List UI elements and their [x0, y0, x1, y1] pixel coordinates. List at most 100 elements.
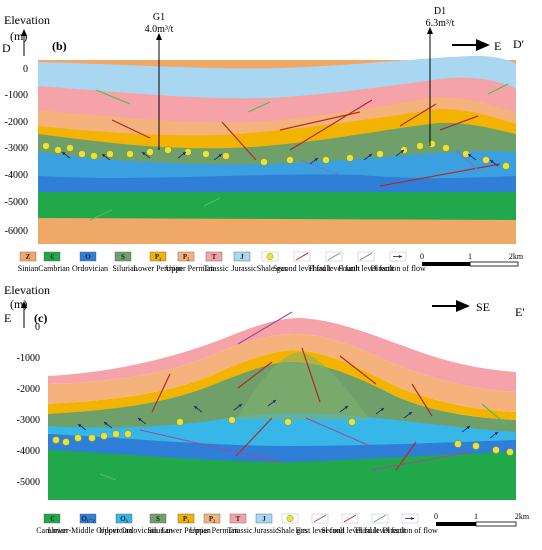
well-g1-value: 4.0m³/t [145, 24, 174, 35]
layer-lower-permian [38, 109, 516, 149]
flow-arrow [193, 405, 203, 413]
flow-arrow [233, 403, 243, 411]
flow-arrow [141, 151, 151, 159]
first-level-fault [237, 311, 293, 345]
panel-c-unit-label: (m) [10, 297, 27, 311]
panel-b-scale-bar: 0 1 2km [420, 252, 524, 267]
legend-label: Shale gas [257, 264, 287, 273]
panel-b: Elevation (m) D (b) D' E 0 -1000 -2000 -… [2, 6, 524, 273]
swatch-triassic [229, 513, 247, 524]
shale-gas-dot [126, 150, 134, 158]
third-level-fault [99, 473, 117, 481]
swatch-triassic [205, 251, 223, 262]
panel-b-end-label: D' [513, 37, 524, 51]
panel-c-y-tick: -5000 [17, 477, 40, 488]
swatch-lower-permian [177, 513, 195, 524]
panel-b-y-tick: 0 [23, 64, 28, 75]
layer-triassic [38, 77, 516, 123]
panel-b-legend: Z Sinian € Cambrian O Ordovician S Silur… [18, 251, 524, 273]
flow-arrow [61, 151, 71, 159]
flow-arrow [363, 153, 373, 161]
panel-b-unit-label: (m) [10, 29, 27, 43]
scale-label: 1 [474, 512, 478, 521]
legend-symbol: T [212, 253, 217, 261]
panel-c-end-label: E' [515, 305, 525, 319]
shale-gas-dot [286, 156, 294, 164]
panel-c-flow-arrows [77, 399, 499, 439]
scale-label: 2km [515, 512, 530, 521]
legend-label: Fourth level fault [338, 264, 394, 273]
scale-label: 0 [420, 252, 424, 261]
shale-gas-dot [146, 148, 154, 156]
panel-b-direction-label: E [494, 39, 501, 53]
legend-symbol: Z [26, 253, 31, 261]
shale-gas-dot [62, 438, 70, 446]
third-level-fault [247, 101, 271, 113]
swatch-cambrian [43, 513, 61, 524]
flow-arrow [101, 153, 111, 161]
shale-gas-dot [284, 418, 292, 426]
legend-symbol: S [121, 253, 125, 261]
swatch-sinian [19, 251, 37, 262]
shale-gas-dot [348, 418, 356, 426]
legend-symbol: O [85, 253, 91, 261]
legend-label: Ordovician [72, 264, 108, 273]
first-level-fault [139, 429, 281, 463]
legend-label: Cambrian [36, 526, 68, 535]
legend-label: Triassic [203, 264, 228, 273]
panel-c-y-tick: -4000 [17, 446, 40, 457]
swatch-jurassic [233, 251, 251, 262]
panel-b-cross-section [38, 55, 516, 244]
scale-bar-white [475, 521, 517, 527]
flow-arrow [489, 431, 499, 439]
shale-gas-dot [100, 432, 108, 440]
panel-c-faults [99, 311, 509, 481]
legend-label: Jurassic [231, 264, 257, 273]
shale-gas-dot [164, 146, 172, 154]
flow-arrow [177, 151, 187, 159]
flow-arrow [395, 149, 405, 157]
flow-arrow [403, 411, 413, 419]
panel-b-faults [89, 83, 509, 221]
flow-arrow [467, 153, 477, 161]
panel-c-shale-gas [52, 416, 514, 456]
shale-gas-dot [346, 154, 354, 162]
shale-gas-dot [74, 434, 82, 442]
panel-c-y-tick: -1000 [17, 353, 40, 364]
layer-lower-permian [48, 350, 516, 420]
fold-core [236, 352, 370, 420]
legend-label: Third level fault [308, 264, 361, 273]
panel-b-y-tick: -1000 [5, 90, 28, 101]
swatch-ordovician [79, 251, 97, 262]
second-level-fault [439, 115, 479, 131]
legend-symbol: J [240, 253, 244, 261]
layer-upper-permian [38, 97, 516, 136]
panel-b-y-ticks: 0 -1000 -2000 -3000 -4000 -5000 -6000 [5, 64, 28, 237]
fault-line-icon [327, 252, 341, 261]
third-level-fault [203, 197, 221, 207]
panel-b-y-tick: -2000 [5, 117, 28, 128]
second-level-fault [339, 355, 377, 385]
panel-c-label: (c) [34, 311, 47, 325]
third-level-fault [95, 89, 131, 105]
legend-symbol: J [262, 515, 266, 523]
panel-c-start-label: E [4, 311, 11, 325]
shale-gas-dot [202, 150, 210, 158]
third-level-fault [481, 403, 509, 427]
legend-symbol: P₂ [183, 253, 189, 261]
panel-b-y-tick: -4000 [5, 170, 28, 181]
shale-gas-dot [506, 448, 514, 456]
layer-cambrian [38, 188, 516, 220]
panel-c: Elevation (m) E (c) E' SE 0 -1000 -2000 … [4, 283, 530, 535]
shale-gas-dot [88, 434, 96, 442]
layer-jurassic [38, 55, 516, 99]
shale-gas-dot [222, 152, 230, 160]
second-level-fault [411, 383, 433, 417]
legend-label: Direction of flow [370, 264, 426, 273]
flow-arrow [489, 159, 499, 167]
legend-label: First level fault [296, 526, 346, 535]
panel-b-flow-arrows [61, 149, 499, 167]
panel-b-start-label: D [2, 41, 11, 55]
scale-bar-black [436, 522, 476, 526]
shale-gas-dot [228, 416, 236, 424]
